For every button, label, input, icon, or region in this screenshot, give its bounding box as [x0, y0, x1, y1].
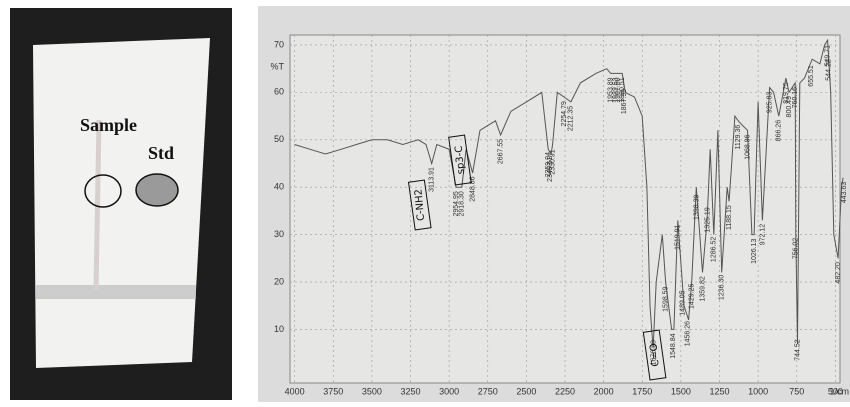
y-tick-label: 60 — [274, 87, 284, 97]
peak-label: 2667.55 — [497, 139, 504, 164]
x-tick-label: 3500 — [362, 386, 382, 396]
spectrum: 10 20 30 40 50 60 70 4000 3750 3500 3250 3000 2750 25… — [271, 35, 850, 396]
peak-label: 1548.84 — [670, 333, 677, 358]
x-tick-label: 3000 — [439, 386, 459, 396]
peak-label: 1489.05 — [679, 290, 686, 315]
peak-label: 756.02 — [793, 238, 800, 260]
x-tick-label: 3250 — [400, 386, 420, 396]
peak-label: 1236.30 — [718, 275, 725, 300]
std-label: Std — [148, 143, 174, 163]
peak-label: 2918.30 — [459, 191, 466, 216]
y-tick-label: 40 — [274, 182, 284, 192]
x-tick-label: 4000 — [285, 386, 305, 396]
peak-label: 744.52 — [794, 339, 801, 361]
x-tick-label: 750 — [789, 386, 804, 396]
x-tick-label: 2000 — [594, 386, 614, 396]
y-tick-label: 20 — [274, 276, 284, 286]
x-tick-label: 2250 — [555, 386, 575, 396]
x-tick-label: 1750 — [632, 386, 652, 396]
y-tick-label: 10 — [274, 324, 284, 334]
x-axis-label: 1/cm — [829, 386, 849, 396]
peak-label: 2330.91 — [549, 149, 556, 174]
peak-label: 482.20 — [835, 262, 842, 284]
page: {"tlc": {"sample_label": "Sample", "std_… — [0, 0, 850, 402]
x-tick-label: 2500 — [516, 386, 536, 396]
peak-label: 1867.99 — [621, 89, 628, 114]
tlc-band — [36, 285, 196, 299]
peak-label: 2212.35 — [568, 106, 575, 131]
peak-label: 866.26 — [776, 120, 783, 142]
peak-label: 1188.15 — [726, 205, 733, 230]
y-tick-label: 30 — [274, 229, 284, 239]
sample-label: Sample — [80, 115, 137, 135]
peak-label: 3113.91 — [428, 167, 435, 192]
peak-label: 1398.39 — [693, 195, 700, 220]
peak-label: 544.22 — [825, 59, 832, 81]
peak-label: 1456.26 — [684, 321, 691, 346]
y-axis-label: %T — [271, 61, 285, 71]
figure: Sample Std 10 20 30 40 50 60 70 4000 3750 3500 325… — [0, 0, 850, 402]
peak-label: 1519.91 — [675, 224, 682, 249]
peak-label: 1129.36 — [735, 125, 742, 150]
x-tick-label: 1500 — [671, 386, 691, 396]
peak-label: 1429.25 — [689, 284, 696, 309]
y-tick-label: 50 — [274, 134, 284, 144]
peak-label: 443.63 — [841, 182, 848, 204]
peak-label: 1325.19 — [705, 207, 712, 232]
peak-label: 972.12 — [759, 224, 766, 246]
peak-label: 925.83 — [766, 92, 773, 114]
peak-label: 1026.13 — [751, 239, 758, 264]
x-tick-label: 1250 — [709, 386, 729, 396]
tlc-track — [96, 120, 99, 290]
x-tick-label: 3750 — [323, 386, 343, 396]
peak-label: 655.51 — [808, 65, 815, 87]
peak-label: 1286.52 — [711, 237, 718, 262]
peak-label: 1598.59 — [662, 286, 669, 311]
x-tick-label: 2750 — [478, 386, 498, 396]
peak-label: 1359.82 — [699, 276, 706, 301]
x-tick-label: 1000 — [748, 386, 768, 396]
y-tick-label: 70 — [274, 39, 284, 49]
peak-label: 1068.96 — [744, 134, 751, 159]
annotation: C=O — [649, 343, 662, 367]
std-spot — [136, 174, 178, 206]
peak-label: 760.16 — [792, 87, 799, 109]
tlc-plate — [33, 38, 210, 368]
